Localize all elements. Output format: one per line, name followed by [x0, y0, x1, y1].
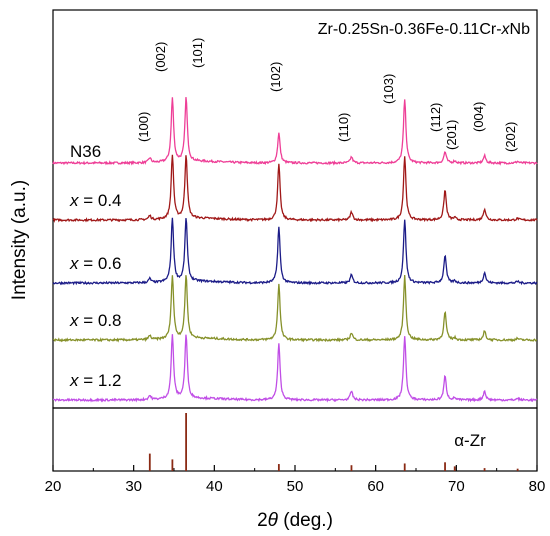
reference-layer: [148, 413, 519, 471]
peak-label-2: (101): [190, 38, 205, 68]
peak-label-1: (002): [153, 42, 168, 72]
series-line-4: [52, 334, 538, 403]
peak-label-9: (202): [503, 122, 518, 152]
peak-label-5: (103): [381, 74, 396, 104]
peak-label-7: (201): [444, 120, 459, 150]
main-plot-frame: [52, 9, 538, 409]
peak-label-8: (004): [471, 102, 486, 132]
series-label-1: x = 0.4: [69, 191, 122, 210]
peak-label-layer: (100) (002) (101) (102) (110) (103) (112)(201)…: [136, 38, 518, 152]
peak-label-4: (110): [336, 113, 351, 142]
x-axis-title: 2θ (deg.): [257, 510, 333, 531]
x-tick-label-4: 60: [367, 478, 384, 495]
series-label-2: x = 0.6: [69, 254, 122, 273]
x-tick-label-6: 80: [529, 478, 546, 495]
reference-label: α-Zr: [454, 431, 486, 450]
peak-label-0: (100): [136, 112, 151, 142]
peak-label-3: (102): [268, 62, 283, 92]
series-label-4: x = 1.2: [69, 371, 122, 390]
chart-title: Zr-0.25Sn-0.36Fe-0.11Cr-xNb: [318, 21, 530, 38]
x-tick-label-3: 50: [287, 478, 304, 495]
x-tick-label-2: 40: [206, 478, 223, 495]
y-axis-title: Intensity (a.u.): [9, 180, 30, 300]
series-label-layer: N36 x = 0.4 x = 0.6 x = 0.8 x = 1.2: [69, 142, 122, 390]
series-layer: [52, 97, 538, 403]
series-line-3: [52, 274, 538, 343]
series-line-1: [52, 154, 538, 223]
peak-label-6: (112): [428, 103, 443, 132]
series-label-0: N36: [70, 142, 101, 161]
x-tick-label-5: 70: [448, 478, 465, 495]
series-line-0: [52, 97, 538, 166]
x-tick-label-1: 30: [125, 478, 142, 495]
series-line-2: [52, 217, 538, 286]
series-label-3: x = 0.8: [69, 311, 122, 330]
x-tick-label-0: 20: [45, 478, 62, 495]
x-axis-ticks: 20 30 40 50 60 70 80: [45, 465, 546, 495]
